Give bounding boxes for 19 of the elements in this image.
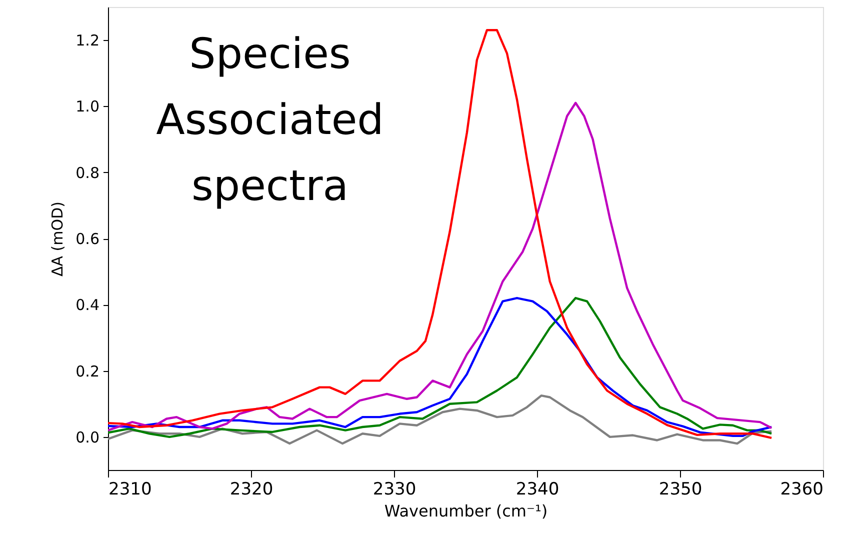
line-series <box>108 394 773 445</box>
x-tick-label: 2360 <box>780 480 824 500</box>
line-series <box>108 29 773 440</box>
y-axis-title: ΔA (mOD) <box>48 202 67 276</box>
y-tick-label: 0.6 <box>76 230 100 248</box>
y-tick-label: 0.4 <box>76 296 100 314</box>
line-series <box>108 102 773 432</box>
x-tick-label: 2340 <box>516 480 560 500</box>
y-tick-label: 0.2 <box>76 362 100 380</box>
x-tick-label: 2320 <box>230 480 274 500</box>
y-tick-label: 0.8 <box>76 164 100 182</box>
x-tick-label: 2310 <box>108 480 152 500</box>
x-tick-label: 2350 <box>658 480 702 500</box>
x-tick-label: 2330 <box>372 480 416 500</box>
y-tick-label: 1.2 <box>76 32 100 50</box>
annotation: Species Associated spectra <box>156 29 384 210</box>
x-axis-title: Wavenumber (cm⁻¹) <box>384 502 548 520</box>
y-tick-label: 1.0 <box>76 98 100 116</box>
y-tick-label: 0.0 <box>76 428 100 446</box>
